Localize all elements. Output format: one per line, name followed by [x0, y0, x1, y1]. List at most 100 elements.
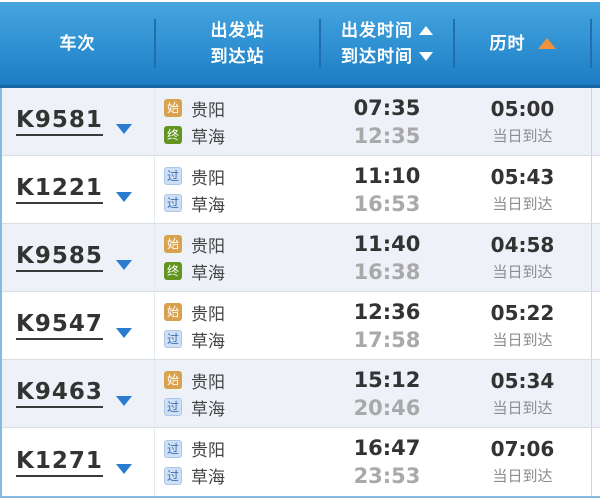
expand-dropdown-icon[interactable] — [115, 123, 132, 134]
expand-dropdown-icon[interactable] — [115, 395, 132, 406]
times-cell: 11:40 16:38 — [320, 230, 454, 286]
station-type-badge: 过 — [164, 330, 182, 348]
departure-station-line: 始 贵阳 — [164, 367, 320, 394]
station-type-badge: 过 — [164, 167, 182, 185]
duration-value: 05:43 — [490, 164, 555, 189]
train-no-cell: K1221 — [2, 156, 155, 223]
expand-dropdown-icon[interactable] — [115, 464, 132, 474]
station-type-badge: 过 — [164, 398, 182, 416]
station-type-badge: 始 — [164, 303, 182, 321]
duration-value: 05:22 — [490, 300, 555, 325]
duration-cell: 05:34 当日到达 — [454, 367, 591, 421]
duration-value: 05:34 — [490, 368, 555, 393]
table-row: K1221 过 贵阳 过 草海 11:10 16:53 — [2, 156, 600, 224]
train-no-link[interactable]: K9581 — [16, 107, 103, 136]
right-column-divider — [591, 88, 600, 155]
departure-time: 15:12 — [353, 367, 421, 392]
arrival-day-note: 当日到达 — [492, 467, 553, 485]
sort-desc-icon[interactable] — [419, 52, 433, 61]
arrival-time-label: 到达时间 — [341, 46, 413, 67]
table-row: K9547 始 贵阳 过 草海 12:36 17:58 — [2, 292, 600, 360]
arrival-time: 23:53 — [353, 464, 421, 488]
arrival-station-label: 到达站 — [210, 46, 265, 67]
right-column-divider — [591, 224, 600, 291]
sort-asc-icon[interactable] — [419, 26, 433, 35]
train-no-cell: K9547 — [2, 292, 155, 359]
duration-cell: 05:22 当日到达 — [454, 299, 591, 353]
times-cell: 15:12 20:46 — [320, 366, 454, 422]
departure-station-line: 过 贵阳 — [164, 435, 320, 462]
times-cell: 12:36 17:58 — [320, 298, 454, 354]
expand-dropdown-icon[interactable] — [115, 327, 132, 338]
departure-time: 11:40 — [353, 231, 421, 256]
duration-cell: 04:58 当日到达 — [454, 231, 591, 285]
right-column-divider — [591, 428, 600, 496]
stations-cell: 始 贵阳 过 草海 — [155, 367, 320, 421]
duration-cell: 05:43 当日到达 — [454, 163, 591, 217]
stations-cell: 始 贵阳 过 草海 — [155, 299, 320, 353]
train-no-link[interactable]: K9547 — [16, 311, 103, 340]
train-no-cell: K9581 — [2, 88, 155, 155]
arrival-station-line: 过 草海 — [164, 394, 320, 421]
station-type-badge: 终 — [164, 126, 182, 144]
station-type-badge: 始 — [164, 235, 182, 253]
departure-station-line: 始 贵阳 — [164, 95, 320, 122]
train-no-cell: K1271 — [2, 428, 155, 496]
duration-value: 04:58 — [490, 232, 555, 257]
departure-station-label: 出发站 — [210, 20, 265, 41]
arrival-time: 17:58 — [353, 327, 421, 352]
departure-station-name: 贵阳 — [191, 236, 225, 257]
arrival-station-name: 草海 — [191, 127, 225, 148]
right-column-divider — [591, 292, 600, 359]
table-body: K9581 始 贵阳 终 草海 07:35 12:35 — [0, 88, 600, 498]
sort-duration-asc-active-icon[interactable] — [537, 38, 556, 49]
departure-station-line: 始 贵阳 — [164, 231, 320, 258]
col-header-times: 出发时间 到达时间 — [320, 2, 455, 85]
departure-station-name: 贵阳 — [191, 441, 225, 461]
sort-by-departure-time[interactable]: 出发时间 — [341, 18, 433, 44]
expand-dropdown-icon[interactable] — [115, 259, 132, 270]
departure-station-name: 贵阳 — [191, 304, 225, 325]
train-no-link[interactable]: K1221 — [16, 175, 103, 204]
times-cell: 07:35 12:35 — [320, 94, 454, 150]
station-type-badge: 终 — [164, 262, 182, 280]
duration-header-label: 历时 — [489, 33, 526, 54]
col-header-train-no: 车次 — [0, 2, 156, 85]
arrival-day-note: 当日到达 — [492, 330, 553, 349]
station-type-badge: 始 — [164, 371, 182, 389]
table-header: 车次 出发站 到达站 出发时间 到达时间 历时 — [0, 2, 600, 88]
station-type-badge: 过 — [164, 439, 182, 458]
arrival-station-name: 草海 — [191, 195, 225, 216]
arrival-day-note: 当日到达 — [492, 194, 553, 213]
departure-station-name: 贵阳 — [191, 168, 225, 189]
train-no-link[interactable]: K9463 — [16, 379, 103, 408]
right-column-divider — [591, 156, 600, 223]
departure-time-label: 出发时间 — [341, 20, 413, 41]
departure-time: 12:36 — [353, 299, 421, 324]
duration-cell: 05:00 当日到达 — [454, 95, 591, 149]
train-no-cell: K9585 — [2, 224, 155, 291]
right-column-divider — [591, 360, 600, 427]
station-type-badge: 过 — [164, 466, 182, 485]
arrival-station-line: 过 草海 — [164, 326, 320, 353]
arrival-station-name: 草海 — [191, 399, 225, 420]
stations-cell: 始 贵阳 终 草海 — [155, 95, 320, 149]
expand-dropdown-icon[interactable] — [115, 191, 132, 202]
station-type-badge: 过 — [164, 194, 182, 212]
train-no-link[interactable]: K9585 — [16, 243, 103, 272]
stations-cell: 过 贵阳 过 草海 — [155, 163, 320, 217]
train-no-link[interactable]: K1271 — [16, 448, 103, 477]
station-type-badge: 始 — [164, 99, 182, 117]
col-header-duration sort-by-duration[interactable]: 历时 — [454, 2, 592, 85]
arrival-station-line: 终 草海 — [164, 122, 320, 149]
times-cell: 11:10 16:53 — [320, 162, 454, 218]
departure-time: 07:35 — [353, 95, 421, 120]
times-cell: 16:47 23:53 — [320, 434, 454, 490]
stations-cell: 过 贵阳 过 草海 — [155, 435, 320, 489]
arrival-day-note: 当日到达 — [492, 398, 553, 417]
sort-by-arrival-time[interactable]: 到达时间 — [341, 44, 433, 70]
departure-time: 16:47 — [353, 436, 421, 460]
departure-station-line: 过 贵阳 — [164, 163, 320, 190]
